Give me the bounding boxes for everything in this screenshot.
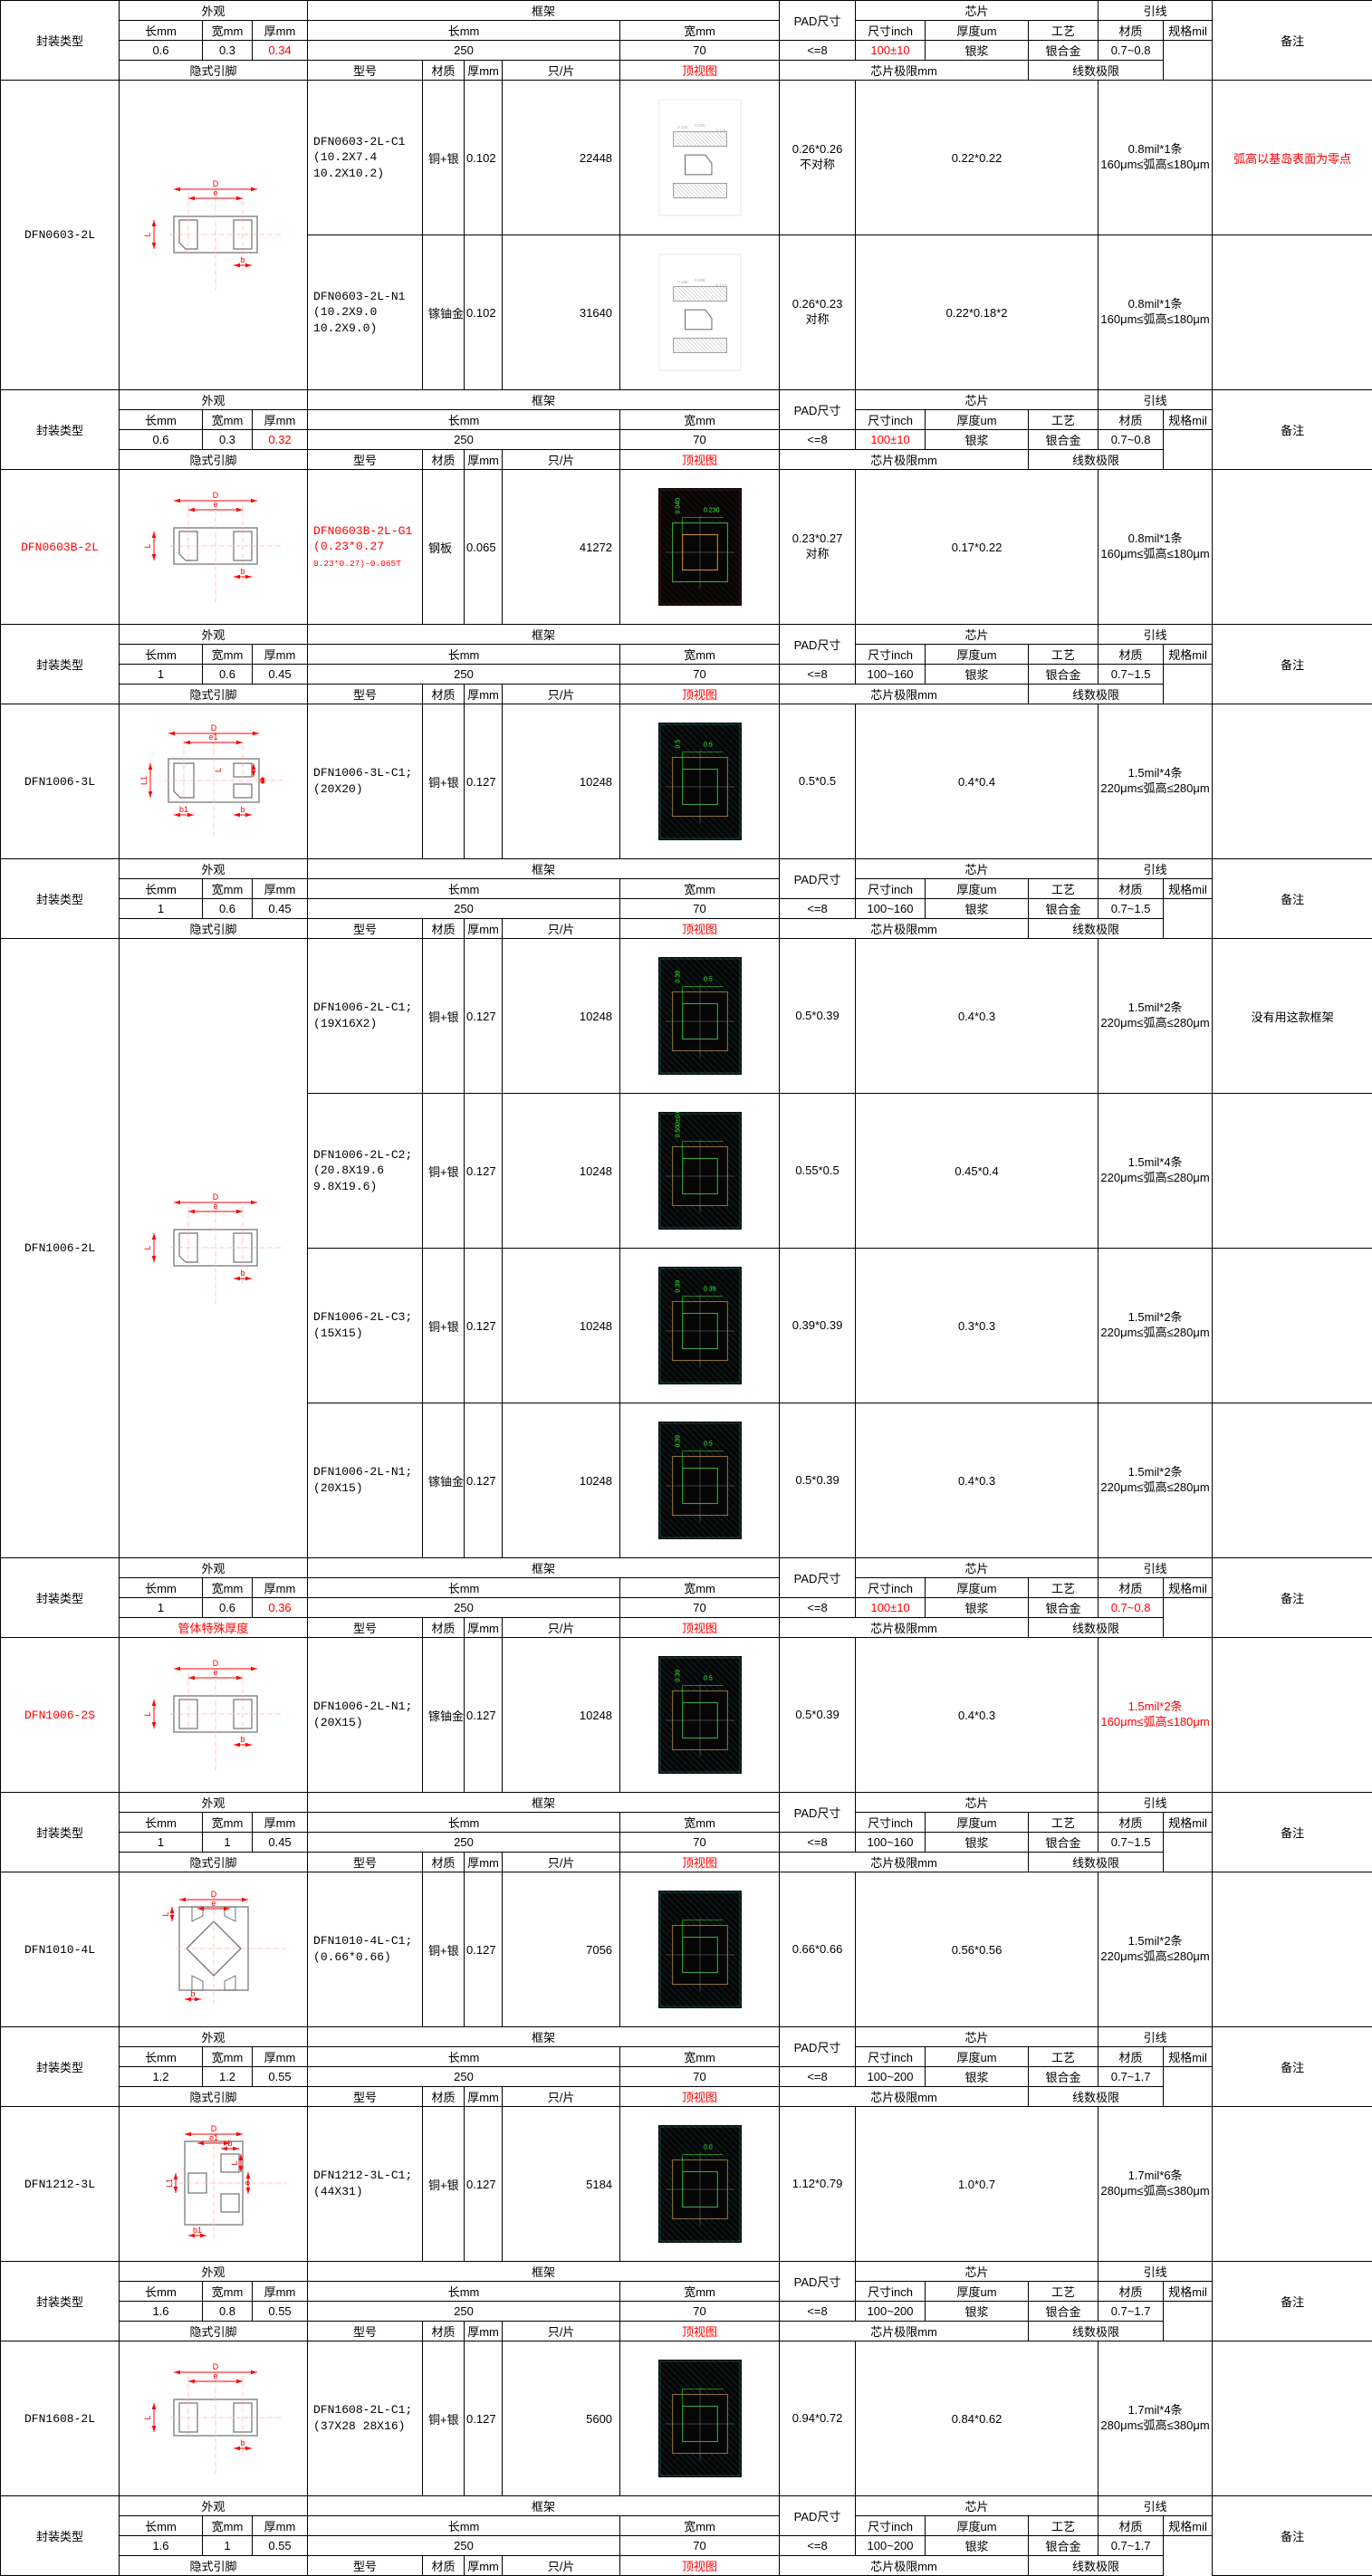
svg-text:0.39: 0.39 <box>675 1670 681 1682</box>
svg-text:0.280: 0.280 <box>695 123 705 128</box>
svg-text:0.280: 0.280 <box>695 278 705 282</box>
svg-text:b: b <box>240 805 245 814</box>
svg-text:e: e <box>213 1668 217 1677</box>
svg-text:b: b <box>240 1735 245 1744</box>
svg-text:L: L <box>214 768 223 772</box>
svg-text:b: b <box>227 2139 232 2148</box>
svg-text:D: D <box>212 491 218 500</box>
svg-text:b: b <box>240 255 245 264</box>
svg-text:0.500±0.035: 0.500±0.035 <box>675 1112 681 1138</box>
svg-text:e: e <box>257 778 266 782</box>
svg-text:L: L <box>143 1711 152 1716</box>
svg-text:b: b <box>190 1989 195 1998</box>
svg-text:L: L <box>143 543 152 548</box>
svg-text:L: L <box>143 2415 152 2419</box>
svg-text:e: e <box>213 188 217 197</box>
svg-text:e: e <box>213 500 217 509</box>
svg-text:D: D <box>212 179 218 188</box>
svg-text:D: D <box>210 2125 216 2133</box>
svg-text:L: L <box>230 2160 239 2165</box>
svg-text:b: b <box>240 1269 245 1278</box>
svg-text:e: e <box>211 1899 216 1908</box>
svg-text:0.130: 0.130 <box>677 125 688 129</box>
svg-text:L: L <box>143 1245 152 1250</box>
svg-text:e1: e1 <box>208 733 217 742</box>
svg-text:0.130: 0.130 <box>677 280 688 284</box>
svg-text:0.115: 0.115 <box>715 129 725 133</box>
svg-text:e: e <box>213 1202 217 1211</box>
svg-text:e1: e1 <box>209 2133 218 2142</box>
svg-text:e: e <box>213 2371 217 2380</box>
svg-text:0.39: 0.39 <box>704 1287 716 1293</box>
svg-text:0.0: 0.0 <box>704 2145 713 2151</box>
svg-text:b: b <box>240 567 245 576</box>
svg-text:0.5: 0.5 <box>704 1676 713 1682</box>
svg-text:0.5: 0.5 <box>704 977 713 983</box>
svg-text:0.39: 0.39 <box>675 1280 681 1293</box>
svg-text:L: L <box>143 232 152 236</box>
svg-text:0.39: 0.39 <box>675 971 681 983</box>
svg-text:b: b <box>240 2438 245 2447</box>
svg-text:0.39: 0.39 <box>675 1435 681 1448</box>
svg-text:e: e <box>243 2180 252 2185</box>
svg-text:0.230: 0.230 <box>704 508 720 514</box>
svg-text:b1: b1 <box>179 805 188 814</box>
svg-text:D: D <box>212 1192 218 1202</box>
svg-text:0.040: 0.040 <box>675 498 681 514</box>
svg-text:L: L <box>161 1911 170 1916</box>
svg-text:D: D <box>210 1891 216 1899</box>
svg-text:L1: L1 <box>165 2179 174 2188</box>
svg-text:D: D <box>212 2362 218 2371</box>
svg-text:0.5: 0.5 <box>704 742 713 749</box>
svg-text:0.5: 0.5 <box>675 740 681 749</box>
svg-text:D: D <box>212 1659 218 1668</box>
svg-text:L1: L1 <box>139 776 149 785</box>
svg-text:0.5: 0.5 <box>704 1441 713 1448</box>
svg-text:b1: b1 <box>193 2226 202 2235</box>
svg-text:D: D <box>210 723 216 733</box>
svg-text:0.115: 0.115 <box>715 283 725 288</box>
